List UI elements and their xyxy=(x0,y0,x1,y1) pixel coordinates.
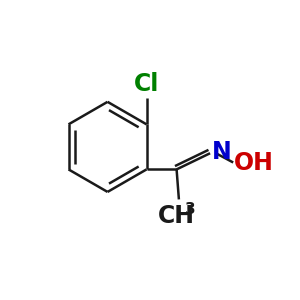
Text: Cl: Cl xyxy=(134,72,159,96)
Text: CH: CH xyxy=(158,204,195,228)
Text: N: N xyxy=(212,140,232,164)
Text: 3: 3 xyxy=(185,202,196,217)
Text: OH: OH xyxy=(234,151,274,175)
